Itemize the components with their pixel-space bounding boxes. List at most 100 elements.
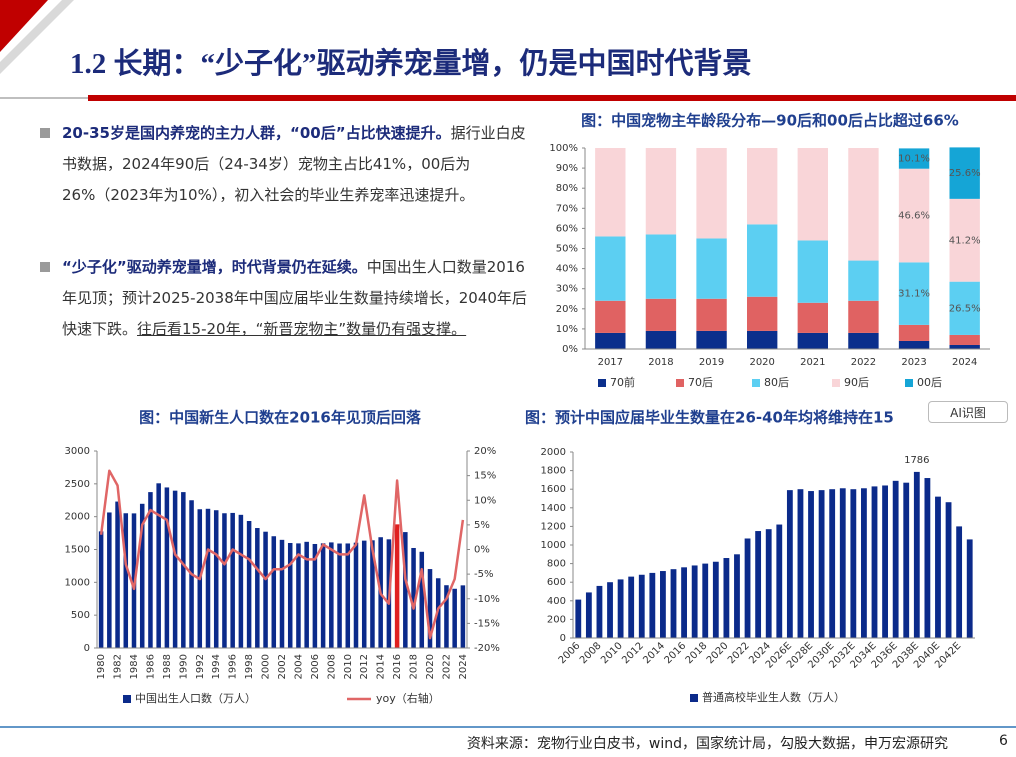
bar-segment [696,298,727,331]
y-tick-label: 40% [556,264,578,275]
x-tick-label: 1990 [178,654,189,679]
bar [394,524,400,648]
data-label: 26.5% [949,303,981,314]
x-tick-label: 2018 [648,357,673,368]
y-tick-label: 10% [474,495,496,506]
ai-recognize-button[interactable]: AI识图 [928,401,1008,423]
bullet: “少子化”驱动养宠量增，时代背景仍在延续。中国出生人口数量2016年见顶；预计2… [40,252,528,345]
bar-segment [747,330,778,349]
bar [460,585,466,648]
bar [956,526,963,638]
y-tick-label: 1200 [541,521,566,532]
x-tick-label: 2010 [343,654,354,679]
legend-label: yoy（右轴） [376,691,440,705]
bar-segment [898,262,930,325]
x-tick-label: 2019 [699,357,724,368]
bar-segment [747,224,778,297]
legend-marker [752,379,760,387]
bar [808,491,814,638]
line [99,469,465,640]
bar [966,539,973,638]
bar [596,585,603,638]
bar-segment [797,302,828,333]
legend-marker [123,695,131,703]
x-tick-label: 2021 [800,357,825,368]
x-tick-label: 2023 [901,357,926,368]
x-tick-label: 2018 [409,654,420,679]
y-tick-label: 5% [474,520,490,531]
y-tick-label: 1400 [541,503,566,514]
y-tick-label: 70% [556,203,578,214]
bar [575,599,582,638]
x-tick-label: 2010 [599,640,625,666]
x-tick-label: 2020 [425,654,436,679]
bar [670,569,677,638]
x-tick-label: 1980 [96,654,107,679]
bar [279,539,285,648]
bar [287,542,293,648]
bar-segment [949,147,980,199]
bar-segment [898,168,930,263]
bar [617,579,624,638]
bar-segment [595,300,626,333]
bar [850,489,857,638]
legend-marker [676,379,684,387]
bar [607,582,613,638]
chart-title: 图：预计中国应届毕业生数量在26-40年均将维持在15 [525,409,894,427]
bar [818,490,825,638]
bar-segment [949,198,980,282]
bar [712,561,719,638]
data-label: 31.1% [898,289,930,300]
chart-title: 图：中国宠物主年龄段分布—90后和00后占比超过66% [581,112,959,130]
bar [903,482,910,638]
bar-segment [595,148,626,237]
legend-marker [905,379,913,387]
bar-segment [696,238,727,299]
bar-segment [848,300,879,333]
x-tick-label: 2008 [578,640,604,666]
y-tick-label: 80% [556,183,578,194]
x-tick-label: 2002 [277,654,288,679]
x-tick-label: 1982 [113,654,124,679]
x-tick-label: 2024 [458,654,469,679]
bullet-underlined: 往后看15-20年，“新晋宠物主”数量仍有强支撑。 [137,320,467,338]
x-tick-label: 2004 [293,654,304,679]
bullet-lead: 20-35岁是国内养宠的主力人群，“00后”占比快速提升。 [62,124,451,142]
bar [797,489,804,638]
y-tick-label: 1500 [65,545,90,556]
y-tick-label: 20% [556,304,578,315]
bar [246,521,252,648]
y-tick-label: 200 [547,614,566,625]
bar [638,574,645,638]
x-tick-label: 2016 [392,654,403,679]
bar [312,543,318,648]
bar [164,487,170,648]
header-bar [0,97,88,99]
bar [304,541,309,648]
bar [238,514,244,648]
x-tick-label: 1996 [228,654,239,679]
legend-marker [598,379,606,387]
x-tick-label: 2022 [726,640,752,666]
bar [691,565,698,638]
slide-title: 1.2 长期：“少子化”驱动养宠量增，仍是中国时代背景 [70,48,752,80]
y-tick-label: -15% [474,618,500,629]
x-tick-label: 2014 [641,640,667,666]
bar [649,572,656,638]
bar [205,508,211,648]
y-tick-label: 2000 [65,512,90,523]
bar [139,503,145,648]
bar-segment [645,234,677,299]
x-tick-label: 1992 [195,654,206,679]
bar [585,592,592,638]
bar [98,531,104,648]
y-tick-label: 1800 [541,466,566,477]
bar [213,510,219,648]
bar [361,540,367,648]
bar-segment [949,334,980,345]
bar [744,538,751,638]
bar [892,480,899,638]
bullet: 20-35岁是国内养宠的主力人群，“00后”占比快速提升。据行业白皮书数据，20… [40,118,528,211]
